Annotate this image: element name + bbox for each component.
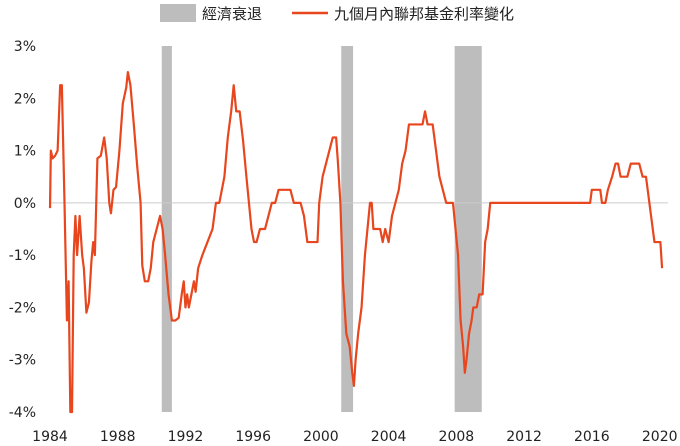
y-tick-label: 0% [14, 196, 36, 212]
y-axis-ticks: 3% 2% 1% 0% -1% -2% -3% -4% [9, 39, 36, 421]
legend: 經濟衰退 九個月內聯邦基金利率變化 [160, 4, 514, 23]
x-tick-label: 2012 [506, 429, 542, 445]
x-tick-label: 1992 [168, 429, 204, 445]
x-tick-label: 2020 [642, 429, 678, 445]
x-tick-label: 2000 [303, 429, 339, 445]
legend-line-label: 九個月內聯邦基金利率變化 [334, 5, 514, 23]
x-tick-label: 2004 [371, 429, 407, 445]
x-tick-label: 1984 [32, 429, 68, 445]
x-tick-label: 2008 [439, 429, 475, 445]
y-tick-label: -3% [9, 353, 36, 369]
recession-band-3 [454, 46, 482, 412]
legend-recession-label: 經濟衰退 [202, 5, 262, 23]
x-tick-label: 2016 [574, 429, 610, 445]
y-tick-label: 1% [14, 144, 36, 160]
y-tick-label: 2% [14, 91, 36, 107]
recession-band-1 [161, 46, 172, 412]
y-tick-label: -2% [9, 300, 36, 316]
y-tick-label: 3% [14, 39, 36, 55]
legend-recession-swatch [160, 4, 196, 22]
x-axis-ticks: 1984 1988 1992 1996 2000 2004 2008 2012 2016 2020 [32, 429, 677, 445]
y-tick-label: -4% [9, 405, 36, 421]
recession-bands [161, 46, 482, 412]
x-tick-label: 1996 [235, 429, 271, 445]
y-tick-label: -1% [9, 248, 36, 264]
x-tick-label: 1988 [100, 429, 136, 445]
recession-band-2 [341, 46, 354, 412]
series-line-fed-funds-change [48, 71, 664, 414]
